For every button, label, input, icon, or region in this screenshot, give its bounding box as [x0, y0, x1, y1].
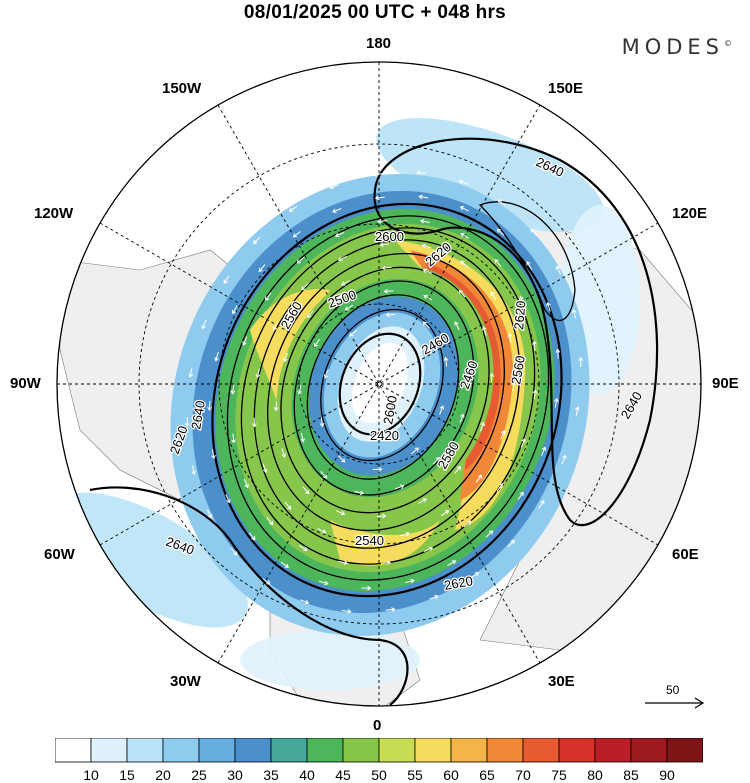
lon-label-30e: 30E: [548, 673, 575, 690]
colorbar-swatch: [667, 738, 703, 762]
colorbar-swatch: [343, 738, 379, 762]
lon-label-60w: 60W: [44, 546, 75, 563]
colorbar-tick-label: 55: [407, 767, 423, 783]
lon-label-90e: 90E: [712, 375, 739, 392]
colorbar-swatch: [415, 738, 451, 762]
colorbar-tick-label: 85: [623, 767, 639, 783]
lon-label-120w: 120W: [34, 205, 73, 222]
colorbar-tick-label: 80: [587, 767, 603, 783]
lon-label-150e: 150E: [548, 80, 583, 97]
colorbar-tick-label: 35: [263, 767, 279, 783]
colorbar-tick-label: 45: [335, 767, 351, 783]
colorbar-swatch: [595, 738, 631, 762]
colorbar-tick-label: 30: [227, 767, 243, 783]
colorbar-tick-label: 25: [191, 767, 207, 783]
colorbar-tick-label: 70: [515, 767, 531, 783]
colorbar: [55, 738, 703, 764]
colorbar-tick-label: 60: [443, 767, 459, 783]
colorbar-swatch: [559, 738, 595, 762]
contour-label: 2540: [355, 533, 384, 548]
lon-label-150w: 150W: [162, 80, 201, 97]
colorbar-tick-label: 65: [479, 767, 495, 783]
colorbar-tick-label: 75: [551, 767, 567, 783]
colorbar-tick-label: 90: [659, 767, 675, 783]
colorbar-swatch: [487, 738, 523, 762]
contour-label: 2600: [375, 229, 404, 244]
colorbar-swatch: [271, 738, 307, 762]
lon-label-120e: 120E: [672, 205, 707, 222]
lon-label-90w: 90W: [10, 375, 41, 392]
colorbar-swatch: [235, 738, 271, 762]
colorbar-swatch: [127, 738, 163, 762]
colorbar-swatch: [91, 738, 127, 762]
colorbar-swatch: [199, 738, 235, 762]
lon-label-180: 180: [366, 35, 391, 52]
colorbar-swatch: [523, 738, 559, 762]
colorbar-swatch: [307, 738, 343, 762]
colorbar-tick-label: 40: [299, 767, 315, 783]
lon-label-0: 0: [373, 717, 381, 734]
colorbar-swatch: [631, 738, 667, 762]
colorbar-swatch: [163, 738, 199, 762]
colorbar-tick-label: 20: [155, 767, 171, 783]
lon-label-30w: 30W: [170, 673, 201, 690]
colorbar-tick-label: 10: [83, 767, 99, 783]
contour-label: 2420: [370, 428, 399, 443]
colorbar-swatch: [379, 738, 415, 762]
reference-vector-arrow: [640, 683, 710, 713]
colorbar-swatch: [451, 738, 487, 762]
lon-label-60e: 60E: [672, 546, 699, 563]
colorbar-tick-label: 50: [371, 767, 387, 783]
colorbar-swatch: [55, 738, 91, 762]
colorbar-tick-label: 15: [119, 767, 135, 783]
contour-label: 2620: [511, 300, 528, 330]
